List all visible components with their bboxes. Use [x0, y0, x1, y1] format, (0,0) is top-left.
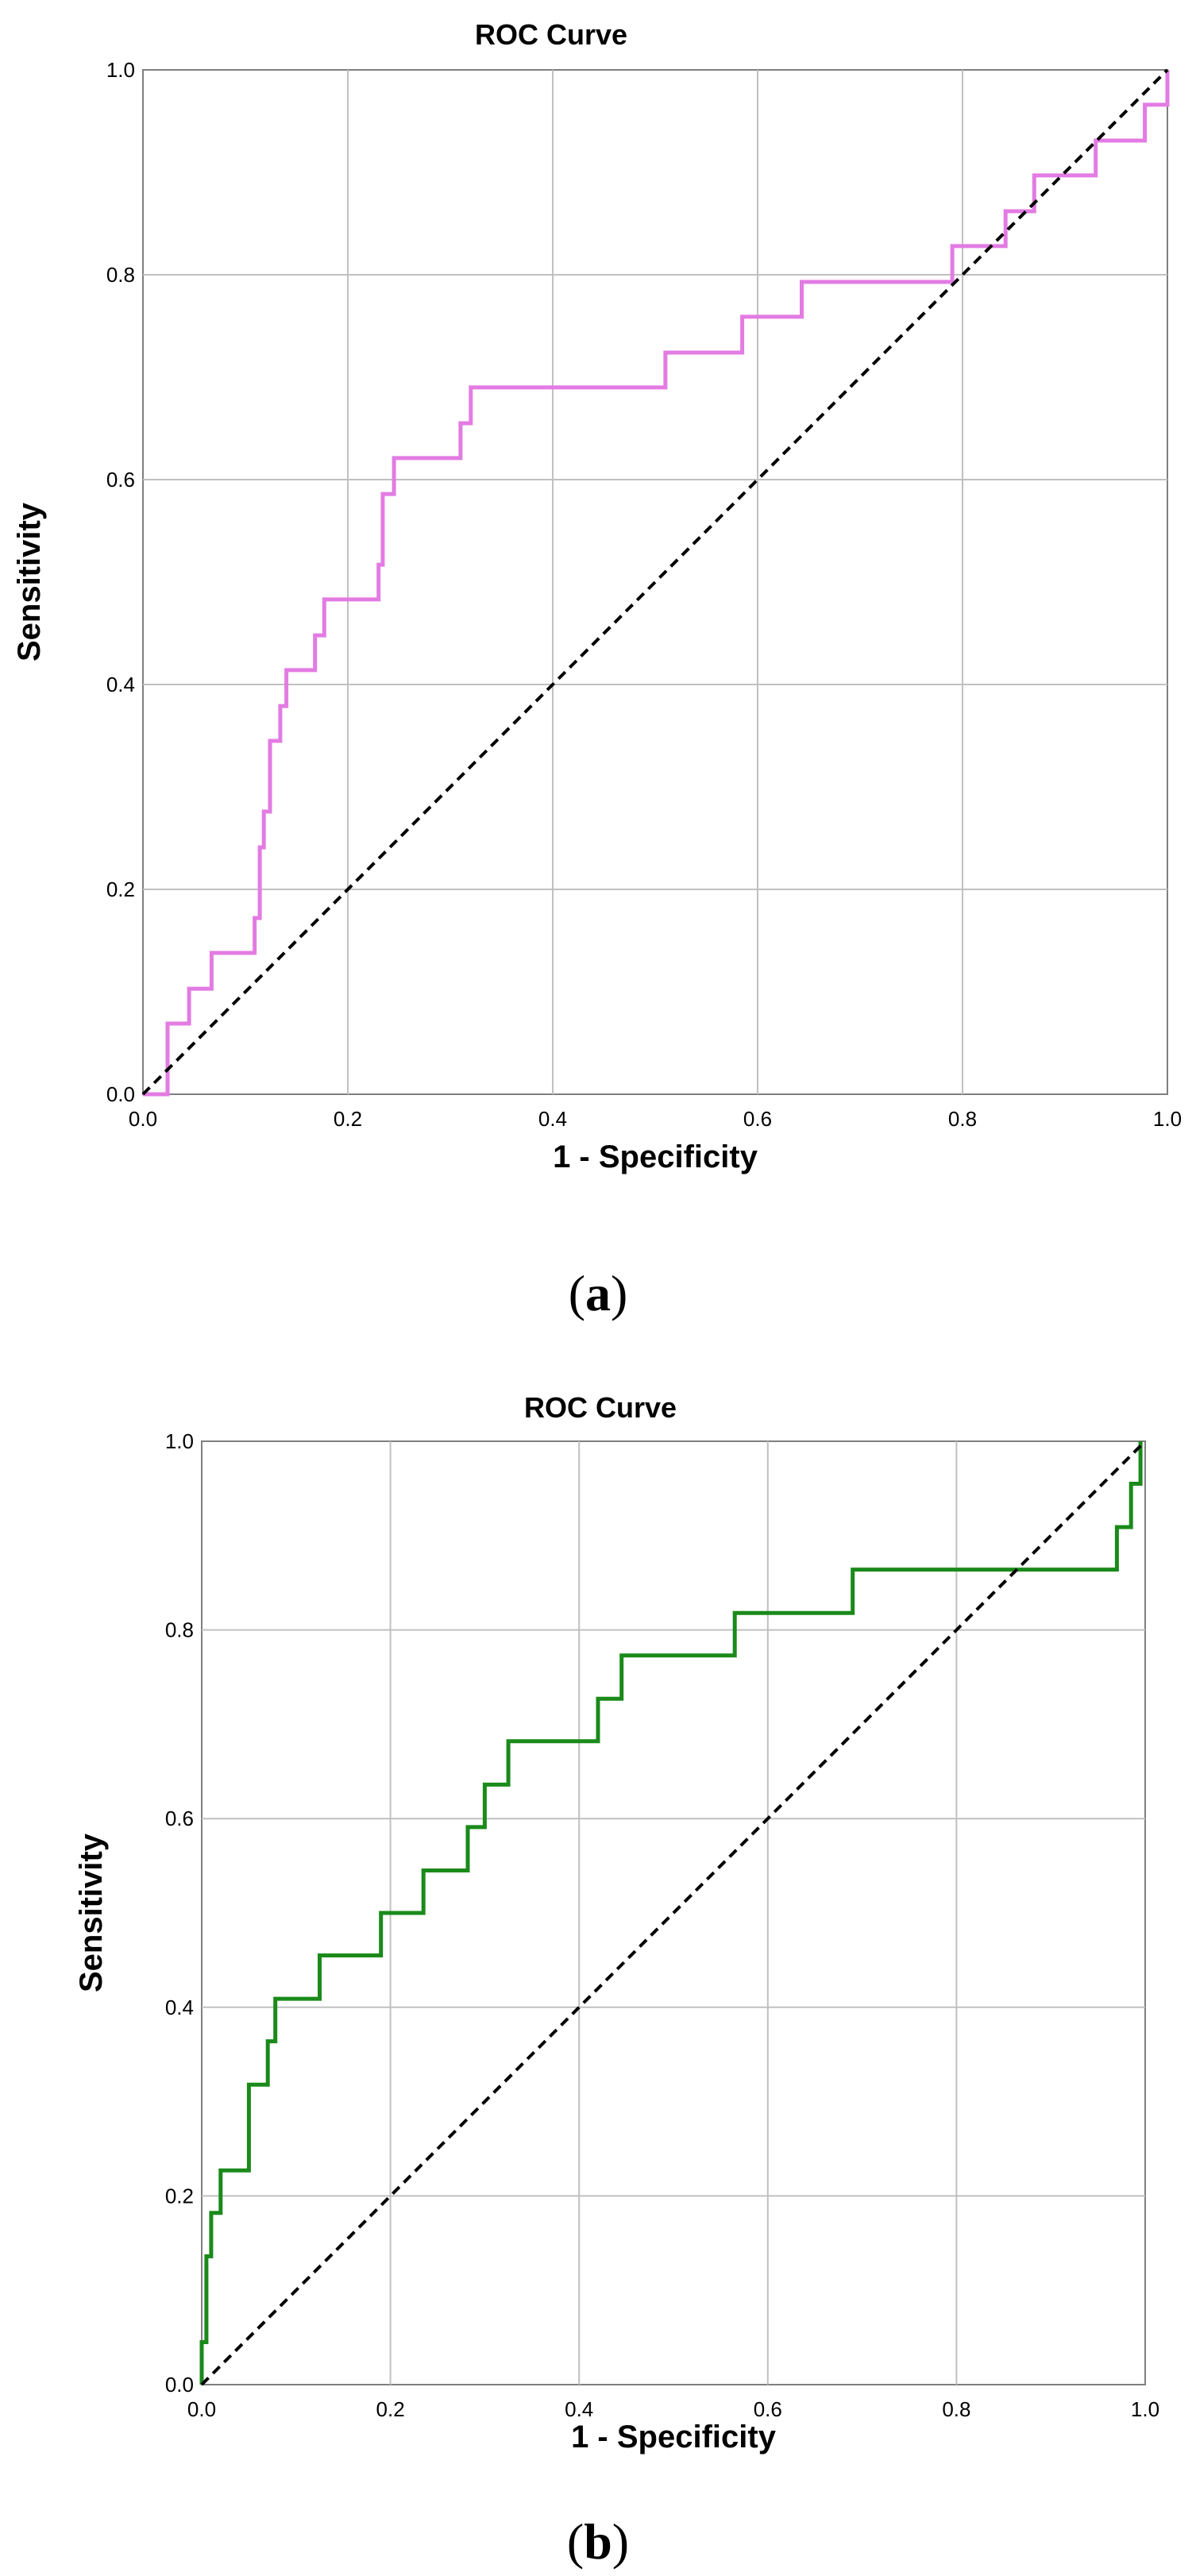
data-series: [141, 68, 1170, 1097]
x-tick-label: 0.4: [538, 1107, 567, 1131]
y-tick-label: 0.0: [106, 1082, 135, 1106]
y-tick-label: 0.2: [165, 2184, 194, 2208]
caption-open: (: [567, 2513, 584, 2570]
y-tick-label: 0.0: [165, 2373, 194, 2397]
x-tick-label: 0.2: [376, 2397, 405, 2421]
panel-caption: (a): [569, 1265, 628, 1321]
y-tick-label: 0.8: [165, 1618, 194, 1642]
caption-letter: b: [584, 2513, 612, 2570]
tick-labels: 0.0 0.2 0.4 0.6 0.8 1.0 0.0 0.2 0.4 0.6 0.8 1.0: [106, 58, 1182, 1131]
tick-labels: 0.0 0.2 0.4 0.6 0.8 1.0 0.0 0.2 0.4 0.6 0.8 1.0: [165, 1429, 1159, 2421]
caption-open: (: [569, 1265, 585, 1321]
chart-title: ROC Curve: [475, 18, 627, 51]
roc-panel-a: ROC Curve 0.0 0.2 0.4 0.6 0.8 1.0 0.0 0.2 0.4 0.6…: [12, 18, 1182, 1321]
y-tick-label: 1.0: [165, 1429, 194, 1453]
y-tick-label: 0.4: [165, 1996, 194, 2019]
roc-curve: [143, 70, 1170, 1097]
data-series: [199, 1440, 1147, 2386]
x-tick-label: 0.8: [948, 1107, 977, 1131]
y-tick-label: 0.8: [106, 263, 135, 287]
x-tick-label: 0.0: [129, 1107, 157, 1131]
panel-caption: (b): [567, 2513, 629, 2570]
x-tick-label: 0.4: [565, 2397, 593, 2421]
x-tick-label: 0.0: [187, 2397, 216, 2421]
caption-close: ): [612, 2513, 629, 2570]
y-tick-label: 1.0: [106, 58, 135, 82]
x-tick-label: 0.2: [334, 1107, 362, 1131]
grid: [202, 1441, 1145, 2385]
roc-panel-b: ROC Curve 0.0 0.2 0.4 0.6 0.8 1.0 0.0 0.2 0.4 0.6…: [74, 1391, 1159, 2570]
x-tick-label: 0.6: [754, 2397, 782, 2421]
caption-letter: a: [585, 1265, 611, 1321]
x-tick-label: 0.6: [743, 1107, 772, 1131]
x-tick-label: 1.0: [1153, 1107, 1182, 1131]
chart-title: ROC Curve: [524, 1391, 677, 1424]
x-tick-label: 1.0: [1131, 2397, 1159, 2421]
y-tick-label: 0.2: [106, 877, 135, 901]
y-tick-label: 0.4: [106, 673, 135, 696]
x-tick-label: 0.8: [942, 2397, 970, 2421]
x-axis-title: 1 - Specificity: [571, 2420, 777, 2455]
reference-line: [200, 1440, 1147, 2386]
reference-line: [141, 68, 1169, 1096]
y-tick-label: 0.6: [106, 468, 135, 492]
x-axis-title: 1 - Specificity: [553, 1140, 758, 1174]
y-axis-title: Sensitivity: [74, 1833, 109, 1992]
grid: [143, 70, 1167, 1094]
y-axis-title: Sensitivity: [12, 502, 47, 661]
y-tick-label: 0.6: [165, 1807, 194, 1830]
caption-close: ): [611, 1265, 627, 1321]
roc-curve: [199, 1441, 1143, 2385]
